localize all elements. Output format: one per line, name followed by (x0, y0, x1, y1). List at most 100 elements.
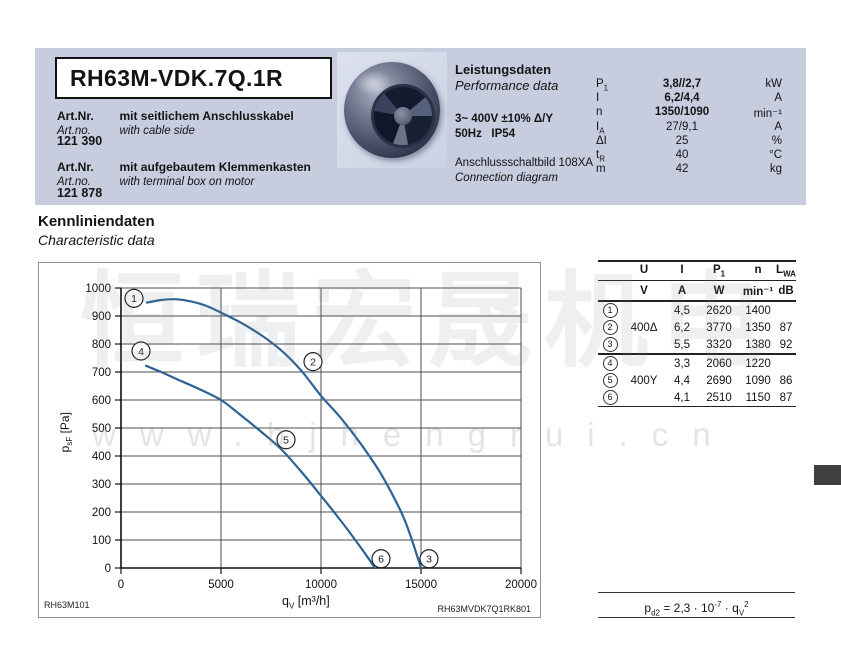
art2-label-de: Art.Nr. (57, 160, 94, 174)
param-symbol: I (596, 121, 600, 133)
unit-min: min⁻¹ (740, 280, 776, 302)
point-number-badge: 3 (602, 337, 618, 352)
section-title-en: Characteristic data (38, 232, 155, 248)
chart-code-right: RH63MVDK7Q1RK801 (437, 604, 531, 614)
param-unit: kg (769, 163, 782, 175)
art2-row-en: Art.no. with terminal box on motor (57, 172, 254, 190)
characteristic-chart: 0 100 200 300 400 500 600 700 800 900 1000 0 5000 100… (38, 262, 541, 618)
param-value: 1350/1090 (654, 106, 710, 118)
svg-text:1: 1 (131, 293, 137, 305)
param-value: 6,2/4,4 (664, 92, 700, 104)
table-row: 6 4,1 2510 1150 87 (598, 389, 796, 407)
fan-impeller-icon (344, 62, 440, 158)
table-row: 2 400Δ 6,2 3770 1350 87 (598, 319, 796, 336)
param-row-n: n 1350/1090 min⁻¹ (596, 106, 782, 120)
col-header-n: n (754, 263, 762, 276)
param-unit: min⁻¹ (753, 108, 782, 120)
art2-desc-de: mit aufgebautem Klemmenkasten (119, 160, 311, 174)
svg-text:20000: 20000 (505, 579, 537, 591)
page-edge-tab (814, 465, 841, 485)
svg-text:300: 300 (92, 479, 111, 491)
point-number-badge: 6 (602, 390, 618, 405)
param-unit: % (771, 135, 782, 147)
param-unit: kW (765, 78, 782, 90)
unit-v: V (622, 280, 666, 302)
svg-text:4: 4 (138, 346, 144, 358)
art1-row-de: Art.Nr. mit seitlichem Anschlusskabel (57, 107, 294, 125)
point-number-badge: 5 (602, 373, 618, 388)
param-value: 3,8//2,7 (662, 78, 702, 90)
svg-text:10000: 10000 (305, 579, 337, 591)
art2-row-de: Art.Nr. mit aufgebautem Klemmenkasten (57, 158, 311, 176)
param-unit: A (774, 121, 782, 133)
param-symbol: n (596, 106, 603, 118)
performance-title-de: Leistungsdaten (455, 62, 552, 77)
connection-diagram-de: Anschlussschaltbild 108XA (455, 157, 594, 169)
param-unit: °C (769, 149, 782, 161)
art1-row-en: Art.no. with cable side (57, 121, 195, 139)
param-symbol: ΔI (596, 135, 607, 147)
operating-points-table: U I P1 n LWA V A W min⁻¹ dB 1 4,5 2620 1… (598, 260, 796, 407)
voltage-spec: 3~ 400V ±10% Δ/Y (455, 113, 554, 125)
param-value: 25 (675, 135, 689, 147)
table-row: 5 400Y 4,4 2690 1090 86 (598, 372, 796, 389)
svg-text:0: 0 (105, 563, 111, 575)
unit-db: dB (776, 280, 796, 302)
unit-a: A (666, 280, 698, 302)
connection-diagram-en: Connection diagram (455, 172, 558, 184)
section-title-de: Kennliniendaten (38, 213, 155, 230)
param-row-ia: IA 27/9,1 A (596, 121, 782, 136)
art2-label-en: Art.no. (57, 176, 91, 188)
art2-desc-en: with terminal box on motor (119, 176, 255, 188)
art1-label-de: Art.Nr. (57, 109, 94, 123)
svg-text:500: 500 (92, 423, 111, 435)
col-header-p1: P (712, 263, 721, 276)
dynamic-pressure-formula: pd2 = 2,3 · 10-7 · qV2 (598, 592, 795, 618)
point-number-badge: 2 (602, 320, 618, 335)
param-unit: A (774, 92, 782, 104)
art1-number: 121 390 (57, 134, 103, 148)
param-symbol: I (596, 92, 600, 104)
param-value: 40 (675, 149, 689, 161)
table-units-row: V A W min⁻¹ dB (598, 280, 796, 302)
fan-hub-icon (394, 107, 412, 125)
svg-text:3: 3 (426, 554, 432, 566)
param-row-p1: P1 3,8//2,7 kW (596, 78, 782, 93)
table-header-row: U I P1 n LWA (598, 261, 796, 281)
svg-text:700: 700 (92, 367, 111, 379)
x-axis-label: qV [m³/h] (282, 594, 330, 611)
svg-text:400: 400 (92, 451, 111, 463)
param-row-delta-i: ΔI 25 % (596, 135, 782, 149)
art2-number: 121 878 (57, 186, 103, 200)
svg-text:600: 600 (92, 395, 111, 407)
unit-w: W (698, 280, 740, 302)
col-header-u: U (639, 263, 649, 276)
svg-text:900: 900 (92, 311, 111, 323)
param-row-m: m 42 kg (596, 163, 782, 177)
param-symbol: t (596, 149, 600, 161)
param-symbol: P (596, 78, 604, 90)
art1-label-en: Art.no. (57, 125, 91, 137)
y-axis-label: psF [Pa] (57, 412, 75, 453)
performance-title-en: Performance data (455, 78, 559, 93)
svg-text:15000: 15000 (405, 579, 437, 591)
model-title: RH63M-VDK.7Q.1R (70, 65, 284, 91)
table-row: 4 3,3 2060 1220 (598, 354, 796, 372)
param-value: 42 (675, 163, 689, 175)
param-value: 27/9,1 (666, 121, 698, 133)
param-symbol: m (596, 163, 606, 175)
table-row: 3 5,5 3320 1380 92 (598, 336, 796, 355)
param-row-i: I 6,2/4,4 A (596, 92, 782, 106)
svg-text:800: 800 (92, 339, 111, 351)
param-row-tr: tR 40 °C (596, 149, 782, 164)
col-header-lwa: L (776, 263, 784, 276)
point-number-badge: 4 (602, 356, 618, 371)
fan-product-photo (337, 52, 447, 168)
point-number-badge: 1 (602, 303, 618, 318)
svg-text:100: 100 (92, 535, 111, 547)
svg-text:2: 2 (310, 356, 316, 368)
art1-desc-de: mit seitlichem Anschlusskabel (119, 109, 294, 123)
chart-code-left: RH63M101 (44, 600, 90, 610)
